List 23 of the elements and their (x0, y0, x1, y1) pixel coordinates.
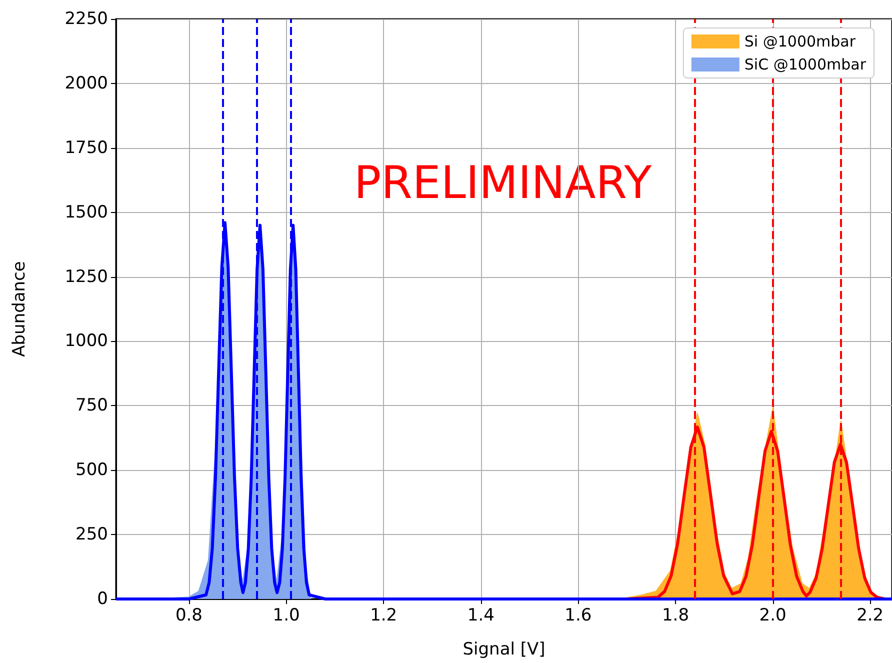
y-tick-label: 1500 (64, 202, 108, 222)
x-tick-label: 1.0 (272, 606, 300, 626)
legend-label: Si @1000mbar (744, 32, 856, 50)
x-tick-label: 0.8 (175, 606, 202, 626)
x-tick-label: 2.0 (759, 606, 786, 626)
y-tick-label: 2250 (64, 9, 108, 29)
x-tick-label: 1.8 (662, 606, 690, 626)
y-tick-label: 2000 (64, 73, 108, 94)
x-tick-label: 1.6 (564, 606, 592, 626)
legend-label: SiC @1000mbar (744, 56, 867, 74)
y-tick-label: 500 (76, 460, 108, 480)
x-tick-label: 2.2 (856, 606, 884, 626)
y-tick-label: 1750 (64, 138, 108, 158)
annotation: PRELIMINARY (354, 156, 652, 209)
y-axis-title: Abundance (10, 261, 30, 357)
y-tick-label: 750 (76, 396, 108, 416)
x-tick-label: 1.2 (370, 606, 398, 626)
y-tick-label: 1250 (64, 266, 108, 287)
y-tick-label: 1000 (64, 331, 108, 352)
x-axis-title: Signal [V] (462, 640, 546, 660)
x-tick-label: 1.4 (467, 606, 494, 626)
y-tick-label: 0 (97, 589, 108, 609)
y-tick-label: 250 (76, 524, 108, 545)
